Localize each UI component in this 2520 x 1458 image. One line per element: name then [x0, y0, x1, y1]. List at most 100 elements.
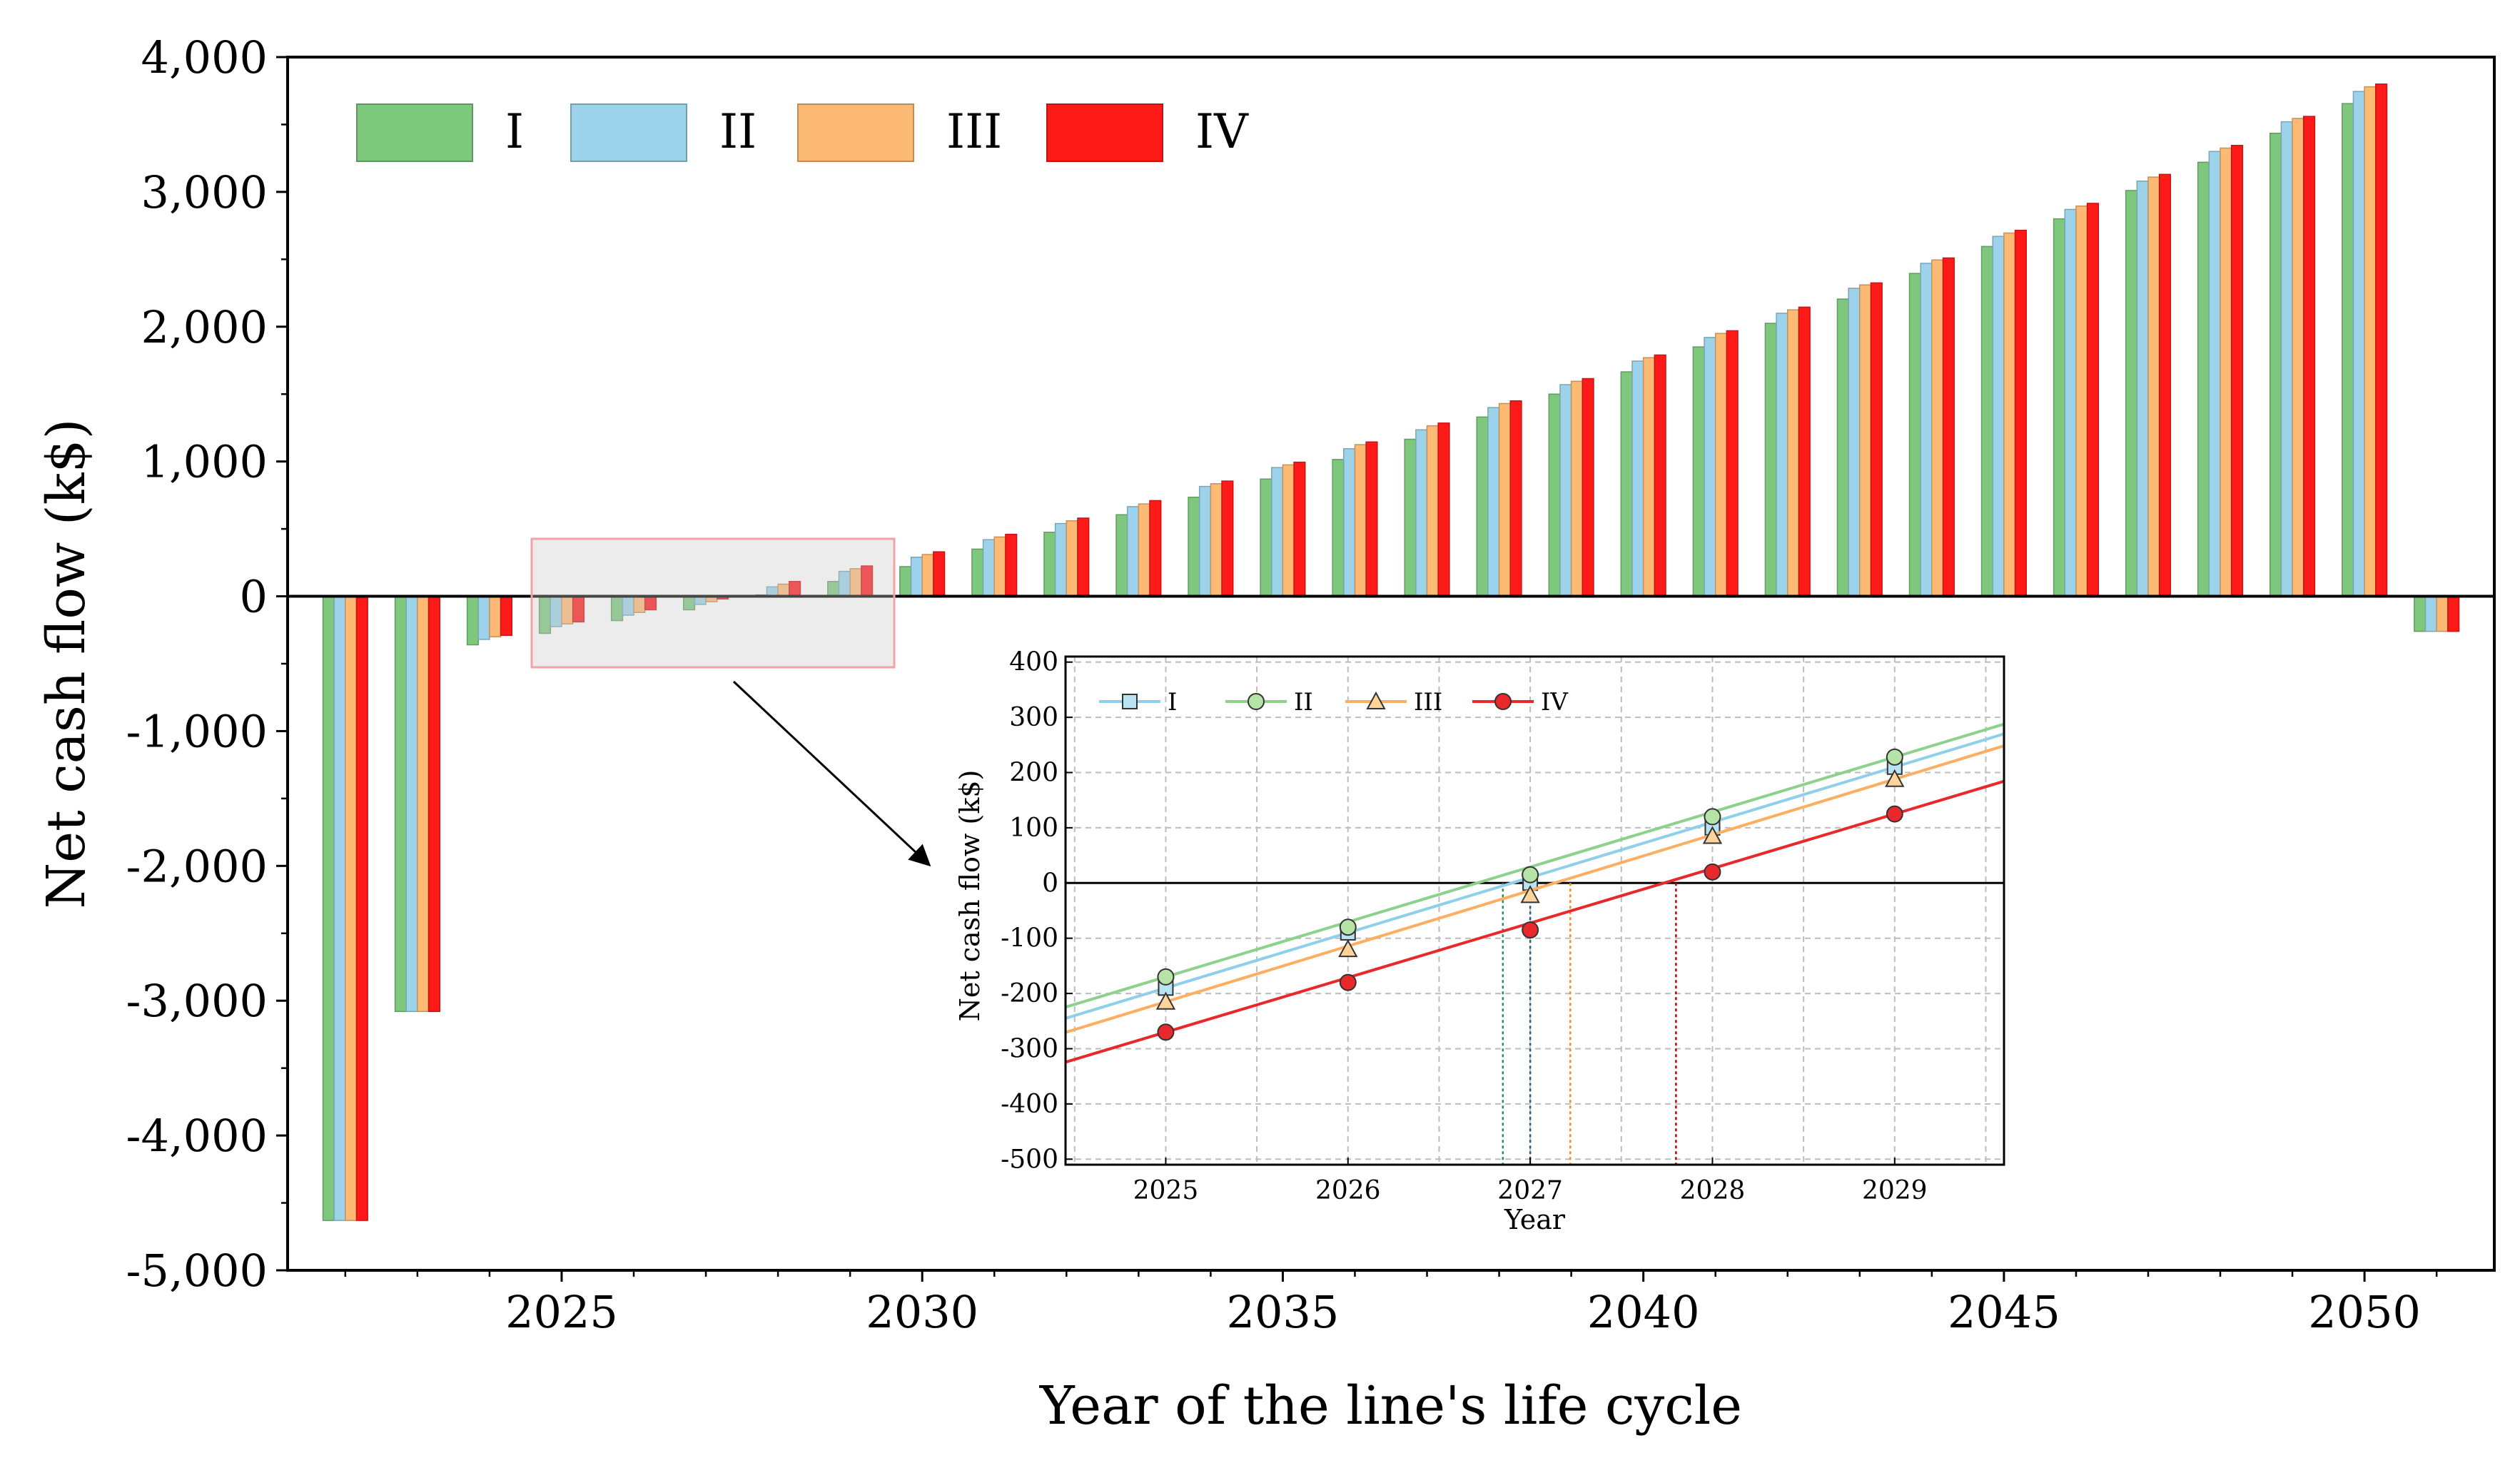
bar-II-2022	[333, 595, 346, 1221]
bar-I-2046	[2053, 218, 2066, 597]
bar-II-2041	[1704, 337, 1716, 597]
bar-I-2047	[2125, 190, 2138, 597]
y-tick-label: -5,000	[126, 1245, 268, 1297]
zoom-arrow	[732, 680, 931, 867]
inset-x-tick-label: 2026	[1315, 1176, 1381, 1205]
bar-II-2042	[1776, 313, 1788, 597]
bar-II-2044	[1920, 263, 1933, 597]
bar-II-2049	[2280, 121, 2293, 597]
bar-IV-2045	[2014, 229, 2027, 597]
bar-III-2032	[1066, 520, 1078, 597]
inset-y-axis-title: Net cash flow (k$)	[954, 770, 986, 1022]
bar-IV-2030	[933, 551, 946, 597]
bar-II-2024	[477, 595, 490, 640]
inset-legend-marker-I	[1122, 694, 1138, 709]
marker-III-2027	[1520, 885, 1540, 903]
y-tick-label: -4,000	[126, 1110, 268, 1162]
marker-II-2027	[1522, 866, 1539, 884]
inset-y-tick-label: 100	[1009, 814, 1058, 843]
bar-III-2046	[2075, 205, 2088, 597]
bar-III-2031	[993, 536, 1006, 597]
marker-III-2025	[1155, 991, 1176, 1010]
bar-IV-2042	[1798, 306, 1811, 597]
bar-I-2043	[1836, 298, 1849, 597]
inset-line-III	[1065, 744, 2005, 1034]
bar-III-2033	[1138, 503, 1150, 597]
bar-III-2034	[1210, 483, 1223, 597]
bar-III-2048	[2220, 147, 2232, 597]
bar-II-2030	[910, 557, 923, 597]
inset-x-tick-label: 2029	[1862, 1176, 1928, 1205]
bar-I-2033	[1115, 514, 1128, 597]
y-tick-label: 4,000	[141, 31, 268, 83]
bar-IV-2044	[1942, 257, 1955, 597]
bar-III-2038	[1498, 403, 1511, 597]
bar-III-2049	[2292, 118, 2304, 597]
x-tick-label: 2050	[2308, 1286, 2421, 1338]
bar-I-2048	[2197, 161, 2210, 597]
bar-I-2051	[2414, 595, 2427, 632]
inset-y-tick-label: -100	[1001, 924, 1058, 953]
bar-II-2023	[405, 595, 418, 1013]
x-tick-label: 2025	[505, 1286, 618, 1338]
bar-IV-2035	[1293, 461, 1306, 597]
inset-y-tick-label: -200	[1001, 979, 1058, 1008]
legend-swatch-II	[570, 103, 687, 162]
x-tick-label: 2045	[1948, 1286, 2060, 1338]
bar-II-2040	[1631, 360, 1644, 597]
inset-y-tick-label: -400	[1001, 1090, 1058, 1119]
marker-II-2029	[1886, 748, 1903, 766]
inset-legend-marker-II	[1248, 693, 1265, 710]
bar-IV-2036	[1365, 441, 1378, 597]
legend: I II III IV	[356, 103, 1249, 162]
bar-II-2031	[982, 539, 995, 597]
bar-I-2050	[2342, 103, 2354, 597]
marker-IV-2028	[1704, 863, 1721, 881]
x-tick-label: 2030	[866, 1286, 978, 1338]
bar-I-2045	[1980, 245, 1993, 597]
inset-x-axis-title: Year	[1504, 1204, 1566, 1235]
bar-IV-2046	[2086, 203, 2100, 597]
inset-y-tick-label: 300	[1009, 703, 1058, 732]
inset-y-tick-label: -500	[1001, 1145, 1058, 1174]
inset-series-III	[1065, 744, 2005, 1034]
bar-I-2039	[1548, 393, 1561, 597]
bar-I-2042	[1764, 323, 1777, 597]
bar-I-2023	[394, 595, 407, 1013]
bar-II-2034	[1198, 485, 1212, 597]
marker-IV-2025	[1157, 1023, 1175, 1041]
y-tick-label: -2,000	[126, 840, 268, 892]
inset-legend-label-I: I	[1168, 688, 1177, 717]
bar-I-2038	[1476, 416, 1489, 597]
y-tick-label: 2,000	[141, 301, 268, 353]
bar-III-2036	[1354, 444, 1367, 597]
bar-III-2022	[345, 595, 358, 1221]
bar-I-2044	[1908, 273, 1921, 597]
marker-III-2028	[1702, 826, 1723, 844]
inset-series-IV	[1065, 779, 2005, 1064]
bar-IV-2048	[2230, 144, 2244, 597]
bar-II-2038	[1487, 407, 1500, 597]
series-II	[333, 91, 2437, 1221]
legend-label-I: I	[505, 104, 524, 159]
bar-III-2042	[1787, 309, 1800, 597]
inset-legend-label-III: III	[1414, 688, 1442, 717]
bar-I-2036	[1332, 459, 1345, 597]
inset-line-IV	[1065, 779, 2005, 1064]
bar-III-2039	[1570, 380, 1584, 597]
bar-III-2045	[2003, 232, 2016, 597]
bar-II-2035	[1271, 467, 1284, 597]
bar-I-2031	[971, 548, 984, 597]
bar-II-2050	[2352, 91, 2365, 597]
y-tick-label: 3,000	[141, 166, 268, 218]
bar-II-2043	[1848, 288, 1861, 597]
inset-x-tick-label: 2027	[1497, 1176, 1563, 1205]
bar-IV-2031	[1005, 533, 1018, 597]
bar-IV-2040	[1654, 354, 1666, 597]
inset-y-tick-label: 0	[1042, 869, 1058, 898]
bar-I-2030	[899, 566, 912, 597]
inset-legend-label-II: II	[1294, 688, 1313, 717]
inset-y-tick-label: 200	[1009, 759, 1058, 788]
bar-III-2037	[1426, 425, 1439, 597]
bar-II-2047	[2136, 181, 2149, 597]
